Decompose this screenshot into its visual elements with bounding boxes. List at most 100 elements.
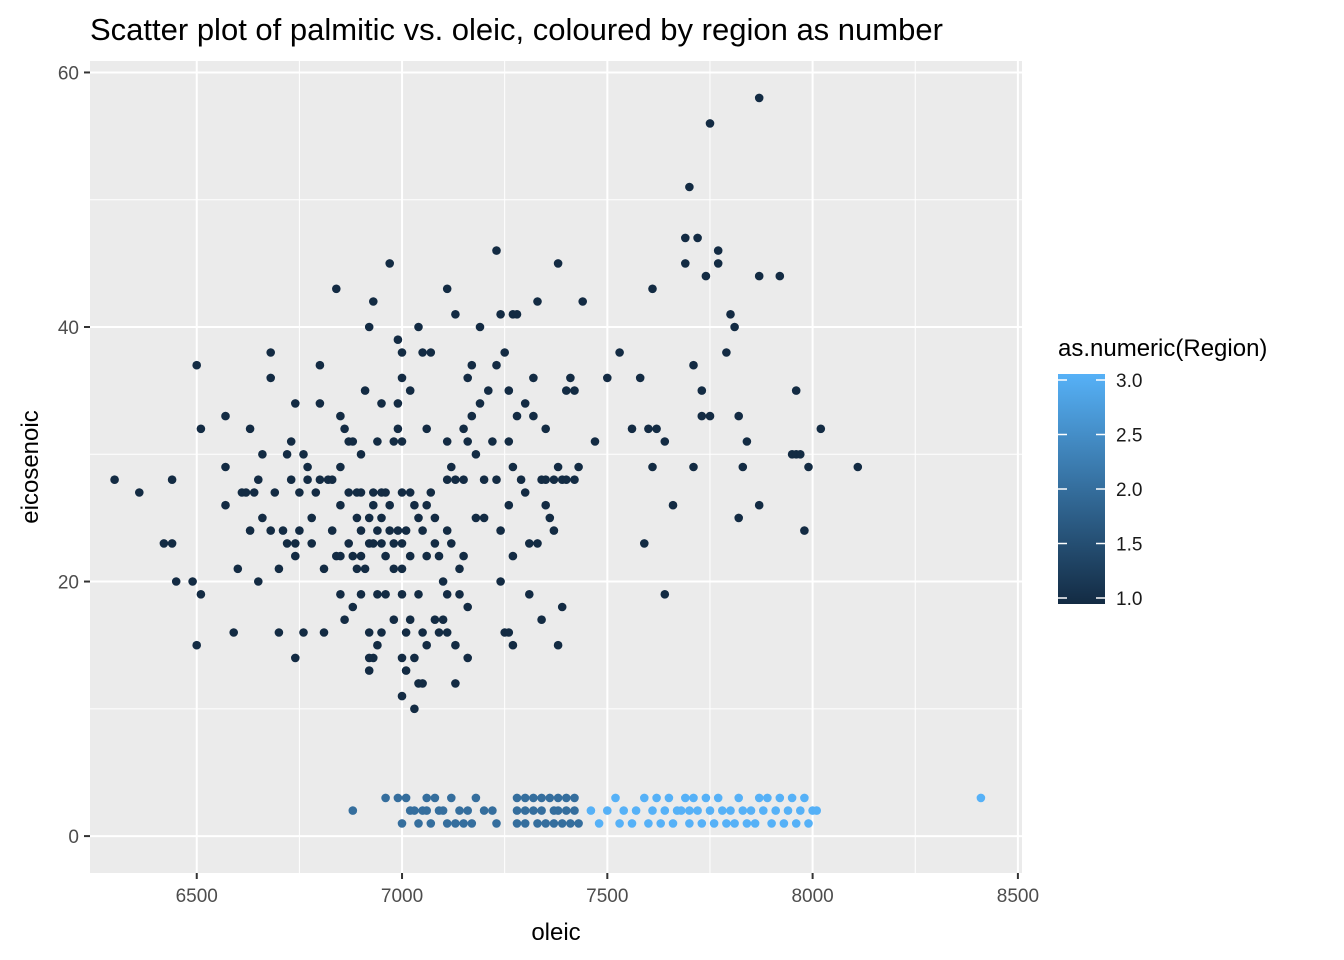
data-point-region-1 — [327, 475, 337, 485]
data-point-region-1 — [369, 653, 378, 663]
data-point-region-1 — [196, 590, 206, 599]
data-point-region-2 — [492, 819, 501, 828]
data-point-region-1 — [627, 424, 637, 434]
data-point-region-1 — [434, 628, 444, 637]
data-point-region-1 — [249, 488, 259, 497]
data-point-region-1 — [701, 271, 711, 281]
data-point-region-3 — [730, 819, 739, 828]
data-point-region-1 — [389, 539, 399, 548]
data-point-region-3 — [705, 806, 715, 815]
data-point-region-1 — [553, 462, 563, 472]
data-point-region-1 — [410, 500, 419, 510]
data-point-region-1 — [557, 602, 567, 612]
data-point-region-3 — [726, 806, 735, 815]
data-point-region-1 — [668, 500, 678, 510]
data-point-region-1 — [241, 488, 251, 497]
data-point-region-1 — [336, 551, 345, 561]
data-point-region-1 — [516, 475, 526, 485]
legend-ticks: 1.0 1.5 2.0 2.5 3.0 — [1058, 371, 1142, 610]
data-point-region-1 — [562, 475, 571, 485]
data-point-region-1 — [282, 450, 292, 459]
data-point-region-1 — [685, 182, 694, 192]
data-point-region-1 — [253, 475, 263, 485]
data-point-region-1 — [529, 373, 538, 383]
data-point-region-1 — [726, 310, 735, 319]
data-point-region-1 — [496, 310, 505, 319]
data-point-region-1 — [336, 462, 345, 472]
data-point-region-3 — [644, 819, 653, 828]
data-point-region-2 — [520, 806, 530, 815]
data-point-region-1 — [742, 437, 752, 446]
data-point-region-2 — [348, 806, 358, 815]
data-point-region-3 — [787, 793, 797, 803]
data-point-region-1 — [352, 564, 362, 574]
data-point-region-1 — [405, 488, 415, 497]
data-point-region-2 — [451, 819, 460, 828]
data-point-region-1 — [196, 424, 206, 434]
data-point-region-2 — [529, 806, 538, 815]
data-point-region-3 — [976, 793, 986, 803]
data-point-region-1 — [451, 640, 460, 650]
data-point-region-1 — [492, 360, 501, 370]
data-point-region-1 — [135, 488, 144, 497]
data-point-region-1 — [734, 513, 743, 523]
data-point-region-2 — [463, 806, 473, 815]
data-point-region-1 — [520, 488, 530, 497]
data-point-region-2 — [512, 819, 522, 828]
data-point-region-1 — [360, 386, 370, 395]
data-point-region-2 — [471, 793, 481, 803]
data-point-region-1 — [315, 475, 325, 485]
data-point-region-1 — [463, 437, 473, 446]
data-point-region-1 — [705, 119, 715, 128]
data-point-region-2 — [520, 793, 530, 803]
data-point-region-1 — [397, 691, 407, 701]
data-point-region-1 — [405, 615, 415, 624]
data-point-region-3 — [652, 793, 661, 803]
data-point-region-1 — [455, 590, 464, 599]
data-point-region-1 — [245, 424, 255, 434]
data-point-region-1 — [307, 539, 317, 548]
data-point-region-2 — [574, 819, 583, 828]
data-point-region-1 — [397, 488, 407, 497]
data-point-region-1 — [348, 551, 358, 561]
data-point-region-1 — [414, 590, 423, 599]
data-point-region-1 — [364, 322, 374, 332]
data-point-region-1 — [713, 259, 723, 268]
data-point-region-2 — [442, 819, 452, 828]
data-point-region-3 — [693, 806, 702, 815]
data-point-region-1 — [541, 500, 550, 510]
data-point-region-1 — [508, 462, 518, 472]
data-point-region-1 — [422, 500, 432, 510]
data-point-region-1 — [418, 348, 427, 357]
data-point-region-3 — [771, 806, 780, 815]
data-point-region-1 — [327, 526, 337, 535]
data-point-region-1 — [344, 488, 354, 497]
data-point-region-2 — [512, 806, 522, 815]
data-point-region-1 — [504, 628, 514, 637]
data-point-region-1 — [537, 615, 546, 624]
data-point-region-1 — [369, 297, 378, 306]
data-point-region-1 — [455, 564, 464, 574]
data-point-region-1 — [188, 577, 197, 586]
x-axis-title: oleic — [531, 919, 580, 946]
data-point-region-2 — [430, 793, 440, 803]
data-point-region-1 — [512, 411, 522, 421]
data-point-region-2 — [438, 806, 448, 815]
data-point-region-1 — [640, 539, 649, 548]
data-point-region-1 — [319, 564, 329, 574]
data-point-region-1 — [492, 475, 501, 485]
data-point-region-1 — [549, 475, 559, 485]
data-point-region-1 — [426, 348, 436, 357]
data-point-region-1 — [438, 577, 448, 586]
data-point-region-1 — [754, 500, 764, 510]
data-point-region-2 — [566, 819, 575, 828]
data-point-region-1 — [800, 526, 809, 535]
data-point-region-1 — [364, 513, 374, 523]
data-point-region-3 — [640, 793, 649, 803]
x-tick-label: 6500 — [176, 886, 218, 907]
data-point-region-1 — [171, 577, 181, 586]
data-point-region-1 — [418, 679, 427, 688]
data-point-region-1 — [364, 666, 374, 675]
data-point-region-3 — [804, 819, 813, 828]
data-point-region-1 — [410, 704, 419, 714]
